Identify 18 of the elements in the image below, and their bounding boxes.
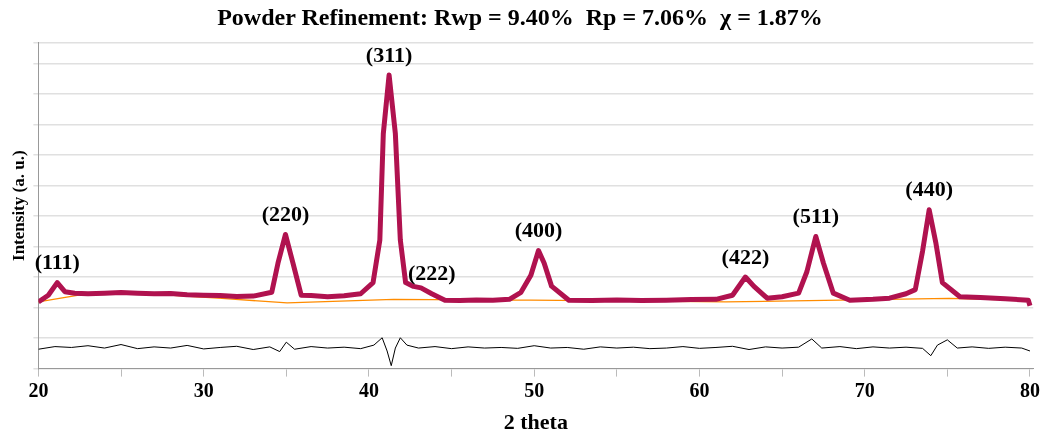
x-tick-label: 40 xyxy=(358,378,379,401)
chart-title: Powder Refinement: Rwp = 9.40% Rp = 7.06% χ = 1.87% xyxy=(217,3,823,30)
annotation: (422) xyxy=(721,243,770,269)
x-tick-label: 50 xyxy=(524,378,545,401)
annotation: (311) xyxy=(365,41,413,67)
x-tick-label: 70 xyxy=(854,378,875,401)
y-axis-title: Intensity (a. u.) xyxy=(8,150,28,261)
annotation: (111) xyxy=(34,249,80,275)
annotation: (511) xyxy=(792,203,840,229)
x-tick-label: 80 xyxy=(1019,378,1040,401)
annotation: (220) xyxy=(261,201,310,227)
annotation: (440) xyxy=(905,176,953,202)
x-tick-label: 20 xyxy=(28,378,49,401)
annotation: (400) xyxy=(514,217,563,243)
x-tick-label: 60 xyxy=(689,378,710,401)
annotation: (222) xyxy=(407,260,456,286)
x-axis-title: 2 theta xyxy=(503,409,568,435)
x-tick-label: 30 xyxy=(193,378,214,401)
